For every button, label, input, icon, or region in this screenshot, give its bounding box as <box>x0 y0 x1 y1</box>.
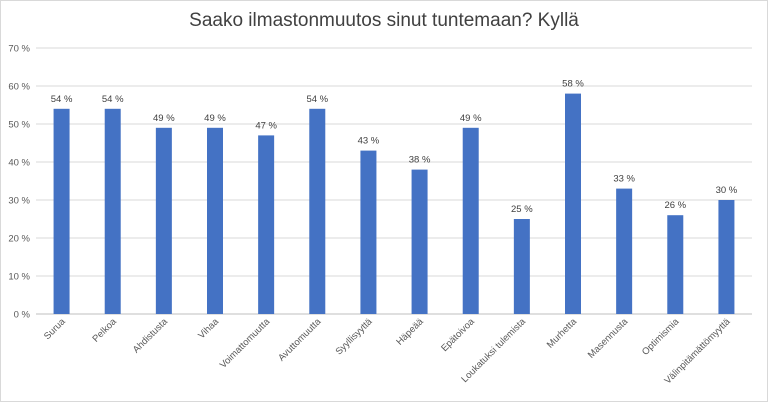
x-tick-label: Häpeää <box>394 316 426 348</box>
data-label: 54 % <box>102 94 124 105</box>
y-tick-label: 50 % <box>8 120 30 131</box>
bar <box>258 135 275 314</box>
y-tick-label: 70 % <box>8 44 30 55</box>
y-tick-label: 60 % <box>8 82 30 93</box>
bar <box>155 127 172 314</box>
data-label: 47 % <box>255 120 277 131</box>
bar <box>616 188 633 314</box>
bar <box>309 108 326 314</box>
data-label: 33 % <box>613 174 635 185</box>
bar <box>104 108 121 314</box>
y-tick-label: 40 % <box>8 158 30 169</box>
data-label: 43 % <box>358 136 380 147</box>
data-label: 25 % <box>511 204 533 215</box>
y-tick-label: 30 % <box>8 196 30 207</box>
bar <box>718 200 735 314</box>
x-tick-label: Epätoivoa <box>439 316 477 354</box>
bar <box>53 108 70 314</box>
data-label: 49 % <box>204 113 226 124</box>
chart-title: Saako ilmastonmuutos sinut tuntemaan? Ky… <box>189 10 579 31</box>
bar <box>565 93 581 314</box>
x-tick-label: Murhetta <box>545 316 580 351</box>
x-tick-label: Vihaa <box>196 316 221 341</box>
x-tick-label: Syyllisyyttä <box>334 316 376 358</box>
x-tick-label: Ahdistusta <box>131 316 171 356</box>
x-tick-label: Avuttomuutta <box>276 316 324 364</box>
y-tick-label: 20 % <box>8 234 30 245</box>
data-label: 54 % <box>51 94 73 105</box>
y-tick-label: 0 % <box>14 310 31 321</box>
x-tick-label: Voimattomuutta <box>218 316 273 371</box>
x-tick-label: Masennusta <box>586 316 631 361</box>
bar <box>411 169 428 314</box>
bar <box>667 215 684 314</box>
data-label: 54 % <box>306 94 328 105</box>
data-label: 30 % <box>716 185 738 196</box>
bar <box>360 150 377 314</box>
x-tick-label: Surua <box>42 316 68 342</box>
bar <box>513 219 530 314</box>
bar <box>207 127 223 314</box>
data-label: 38 % <box>409 155 431 166</box>
data-label: 49 % <box>153 113 175 124</box>
bar <box>462 127 479 314</box>
data-label: 58 % <box>562 79 584 90</box>
data-label: 26 % <box>664 200 686 211</box>
x-tick-label: Optimismia <box>640 316 682 358</box>
x-tick-label: Pelkoa <box>91 316 120 345</box>
y-tick-label: 10 % <box>8 272 30 283</box>
data-label: 49 % <box>460 113 482 124</box>
